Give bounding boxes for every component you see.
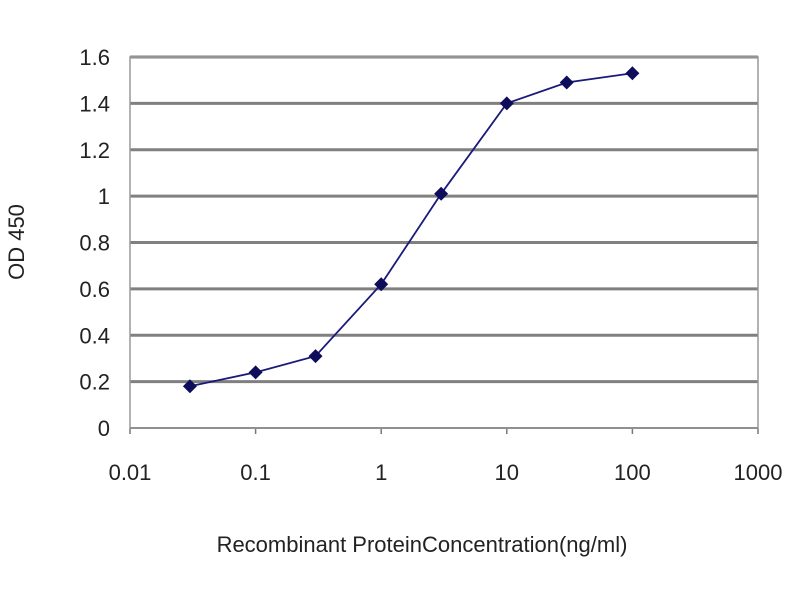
x-tick-label: 1000 bbox=[734, 460, 783, 485]
data-point-marker bbox=[499, 96, 514, 111]
data-point-marker bbox=[308, 349, 323, 364]
y-tick-label: 0 bbox=[98, 416, 110, 441]
x-tick-label: 1 bbox=[375, 460, 387, 485]
x-tick-label: 0.1 bbox=[240, 460, 271, 485]
data-point-marker bbox=[559, 75, 574, 90]
x-tick-label: 100 bbox=[614, 460, 651, 485]
y-tick-label: 0.2 bbox=[79, 370, 110, 395]
y-tick-label: 1.6 bbox=[79, 45, 110, 70]
data-point-marker bbox=[374, 277, 389, 292]
x-tick-labels: 0.01 0.1 1 10 100 1000 bbox=[109, 460, 783, 485]
y-tick-label: 1.4 bbox=[79, 91, 110, 116]
gridlines bbox=[129, 55, 759, 434]
y-tick-label: 1.2 bbox=[79, 138, 110, 163]
x-axis-label: Recombinant ProteinConcentration(ng/ml) bbox=[217, 532, 628, 557]
data-point-marker bbox=[248, 365, 263, 380]
plot-area bbox=[129, 56, 759, 429]
series-line-path bbox=[189, 72, 633, 388]
data-point-marker bbox=[434, 186, 449, 201]
data-point-marker bbox=[625, 66, 640, 81]
y-tick-label: 0.8 bbox=[79, 231, 110, 256]
y-tick-label: 0.4 bbox=[79, 323, 110, 348]
y-tick-label: 0.6 bbox=[79, 277, 110, 302]
x-tick-label: 0.01 bbox=[109, 460, 152, 485]
y-axis-label: OD 450 bbox=[4, 204, 29, 280]
data-point-marker bbox=[182, 379, 197, 394]
y-tick-label: 1 bbox=[98, 184, 110, 209]
y-tick-labels: 0 0.2 0.4 0.6 0.8 1 1.2 1.4 1.6 bbox=[79, 45, 110, 441]
series-line bbox=[182, 66, 640, 394]
x-tick-label: 10 bbox=[495, 460, 519, 485]
